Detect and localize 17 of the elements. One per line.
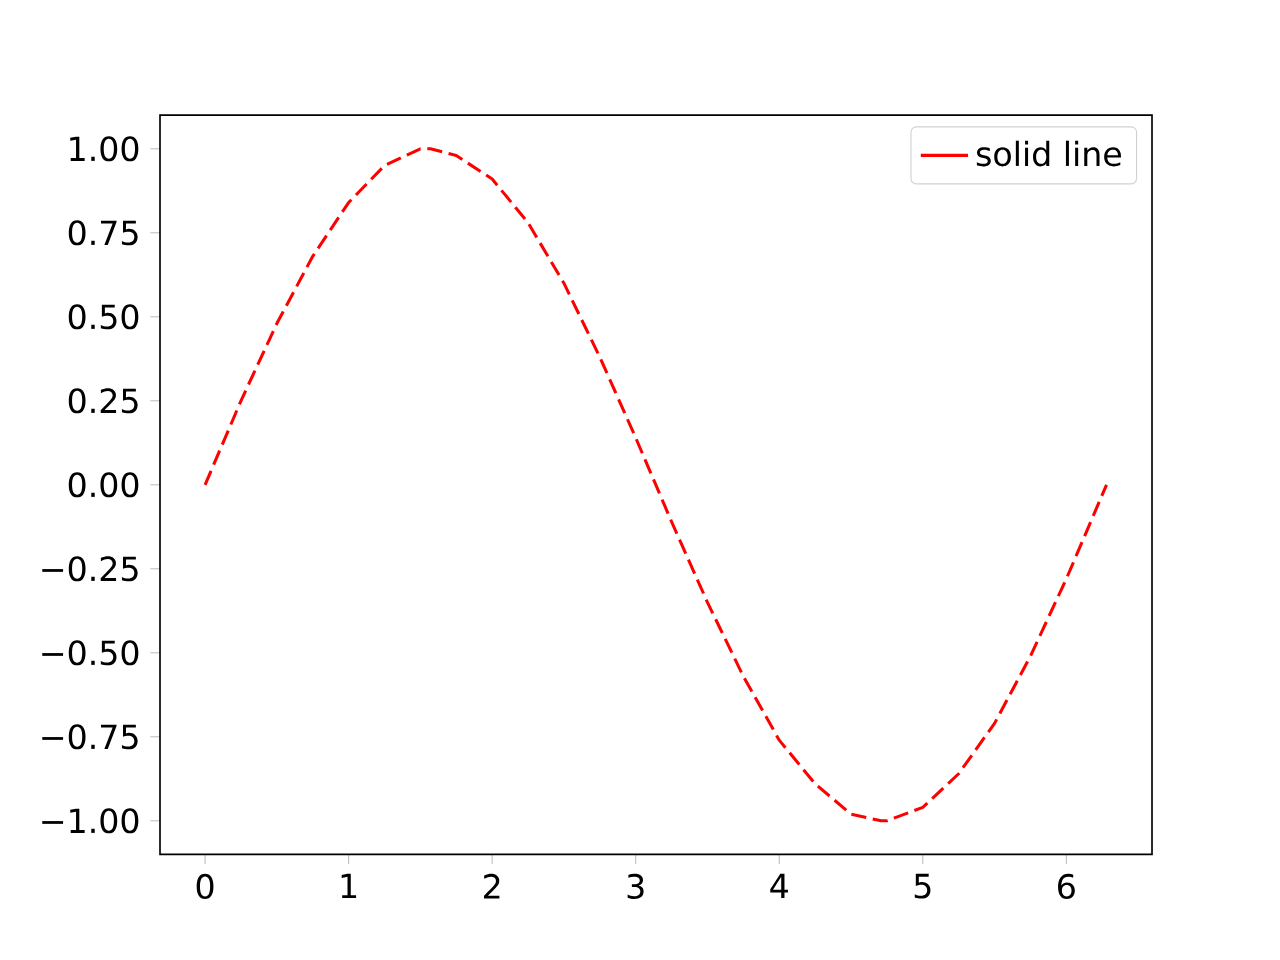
x-tick-label: 0	[196, 873, 214, 899]
y-tick-label: 0.50	[68, 304, 139, 330]
x-tick-label: 5	[914, 873, 931, 899]
y-tick-label: 0.25	[68, 388, 138, 414]
y-tick-label: −0.75	[42, 724, 138, 750]
legend-label: solid line	[976, 140, 1121, 167]
x-tick-label: 3	[627, 873, 644, 899]
x-tick-label: 2	[484, 873, 500, 899]
y-tick-label: 0.75	[68, 220, 138, 246]
y-tick-label: 0.00	[68, 472, 139, 498]
y-tick-label: −1.00	[42, 808, 139, 834]
y-tick-label: −0.25	[42, 556, 138, 582]
y-tick-label: −0.50	[42, 640, 139, 666]
y-tick-label: 1.00	[70, 136, 139, 162]
x-tick-label: 4	[770, 873, 788, 899]
x-tick-label: 1	[341, 873, 357, 899]
x-tick-label: 6	[1058, 873, 1075, 899]
